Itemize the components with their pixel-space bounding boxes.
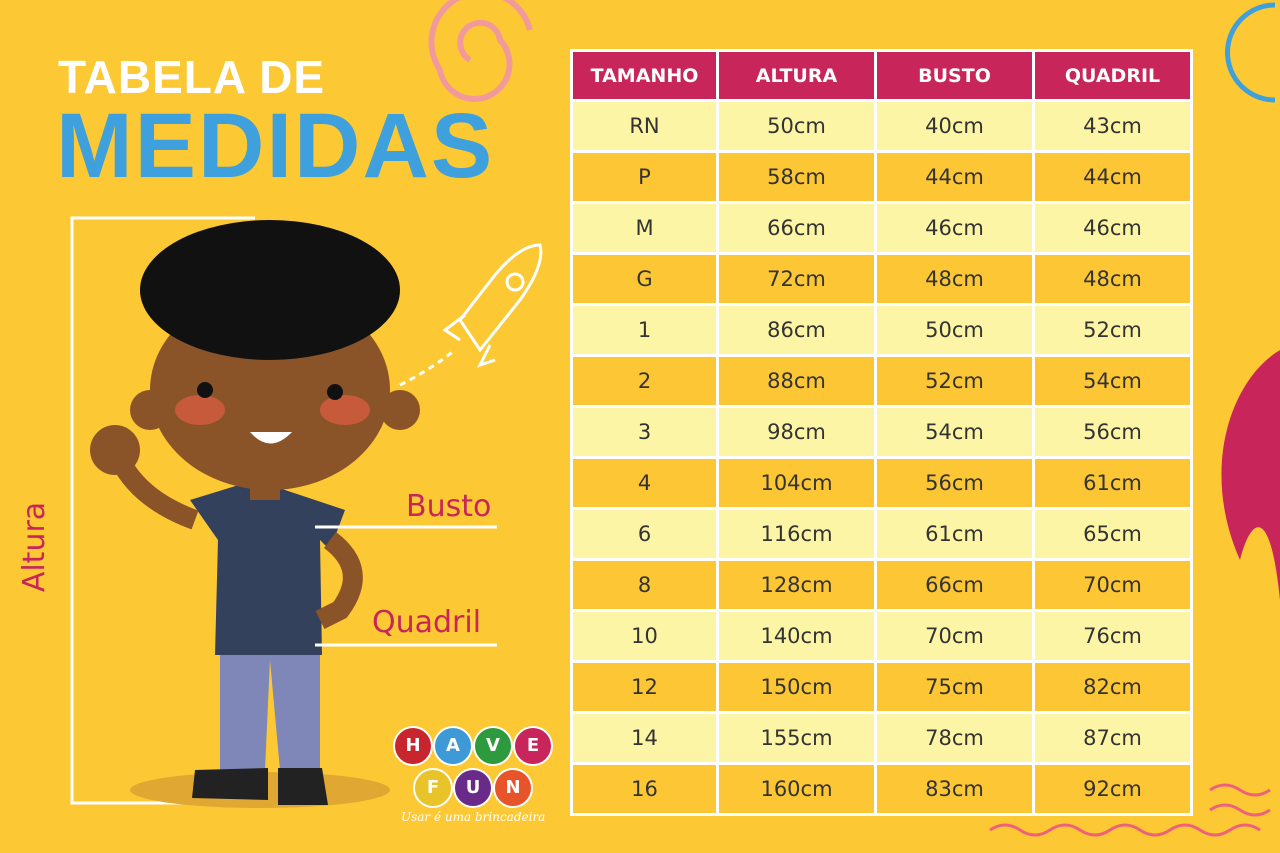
- table-cell: 16: [573, 765, 716, 813]
- table-cell: 82cm: [1035, 663, 1190, 711]
- table-row: 4 104cm 56cm 61cm: [573, 459, 1190, 507]
- table-cell: 44cm: [1035, 153, 1190, 201]
- table-cell: 3: [573, 408, 716, 456]
- height-bracket: [70, 216, 255, 805]
- table-cell: P: [573, 153, 716, 201]
- logo-letter: N: [493, 768, 533, 808]
- column-header: BUSTO: [877, 52, 1032, 99]
- table-row: 8 128cm 66cm 70cm: [573, 561, 1190, 609]
- table-cell: 14: [573, 714, 716, 762]
- bust-label: Busto: [406, 489, 492, 524]
- logo-tagline: Usar é uma brincadeira: [401, 810, 546, 824]
- title-line2: MEDIDAS: [56, 95, 495, 197]
- table-cell: 160cm: [719, 765, 874, 813]
- table-row: RN 50cm 40cm 43cm: [573, 102, 1190, 150]
- table-cell: 92cm: [1035, 765, 1190, 813]
- table-row: P 58cm 44cm 44cm: [573, 153, 1190, 201]
- table-cell: 116cm: [719, 510, 874, 558]
- size-table: TAMANHO ALTURA BUSTO QUADRIL RN 50cm 40cm 43cm…: [570, 49, 1193, 816]
- table-cell: 2: [573, 357, 716, 405]
- table-cell: 43cm: [1035, 102, 1190, 150]
- table-cell: 46cm: [877, 204, 1032, 252]
- table-cell: 104cm: [719, 459, 874, 507]
- table-cell: 83cm: [877, 765, 1032, 813]
- swirl-blue-decoration: [1225, 2, 1276, 103]
- column-header: TAMANHO: [573, 52, 716, 99]
- logo-letter: F: [413, 768, 453, 808]
- table-cell: 50cm: [877, 306, 1032, 354]
- table-cell: 12: [573, 663, 716, 711]
- table-cell: 155cm: [719, 714, 874, 762]
- table-row: 16 160cm 83cm 92cm: [573, 765, 1190, 813]
- table-row: 6 116cm 61cm 65cm: [573, 510, 1190, 558]
- table-cell: 50cm: [719, 102, 874, 150]
- table-cell: 46cm: [1035, 204, 1190, 252]
- table-cell: 56cm: [1035, 408, 1190, 456]
- title-line1: TABELA DE: [58, 51, 326, 103]
- table-cell: 52cm: [877, 357, 1032, 405]
- table-row: 10 140cm 70cm 76cm: [573, 612, 1190, 660]
- logo-letter: U: [453, 768, 493, 808]
- table-cell: 66cm: [719, 204, 874, 252]
- table-cell: M: [573, 204, 716, 252]
- table-cell: 140cm: [719, 612, 874, 660]
- table-cell: G: [573, 255, 716, 303]
- wave-decoration: [989, 783, 1271, 837]
- hip-label: Quadril: [372, 605, 482, 640]
- table-cell: 54cm: [1035, 357, 1190, 405]
- table-cell: 48cm: [877, 255, 1032, 303]
- logo-letter: A: [433, 726, 473, 766]
- boy-illustration: [90, 220, 420, 808]
- table-cell: 56cm: [877, 459, 1032, 507]
- table-cell: 58cm: [719, 153, 874, 201]
- table-cell: 65cm: [1035, 510, 1190, 558]
- table-cell: 70cm: [877, 612, 1032, 660]
- table-cell: 88cm: [719, 357, 874, 405]
- table-cell: 48cm: [1035, 255, 1190, 303]
- table-cell: 54cm: [877, 408, 1032, 456]
- table-cell: 98cm: [719, 408, 874, 456]
- leaf-decoration: [1221, 350, 1280, 600]
- table-row: 2 88cm 52cm 54cm: [573, 357, 1190, 405]
- table-cell: 52cm: [1035, 306, 1190, 354]
- table-cell: 4: [573, 459, 716, 507]
- table-row: G 72cm 48cm 48cm: [573, 255, 1190, 303]
- swirl-decoration: [428, 0, 533, 102]
- table-cell: 70cm: [1035, 561, 1190, 609]
- table-row: 14 155cm 78cm 87cm: [573, 714, 1190, 762]
- table-cell: 78cm: [877, 714, 1032, 762]
- table-cell: 76cm: [1035, 612, 1190, 660]
- height-label: Altura: [17, 501, 53, 593]
- table-row: 1 86cm 50cm 52cm: [573, 306, 1190, 354]
- table-cell: 8: [573, 561, 716, 609]
- rocket-icon: [399, 243, 543, 387]
- table-cell: 75cm: [877, 663, 1032, 711]
- table-row: M 66cm 46cm 46cm: [573, 204, 1190, 252]
- table-cell: RN: [573, 102, 716, 150]
- table-cell: 1: [573, 306, 716, 354]
- table-cell: 10: [573, 612, 716, 660]
- table-cell: 66cm: [877, 561, 1032, 609]
- table-cell: 61cm: [1035, 459, 1190, 507]
- table-cell: 6: [573, 510, 716, 558]
- table-cell: 40cm: [877, 102, 1032, 150]
- table-cell: 150cm: [719, 663, 874, 711]
- table-cell: 72cm: [719, 255, 874, 303]
- table-cell: 86cm: [719, 306, 874, 354]
- table-row: 3 98cm 54cm 56cm: [573, 408, 1190, 456]
- column-header: QUADRIL: [1035, 52, 1190, 99]
- table-cell: 44cm: [877, 153, 1032, 201]
- table-cell: 128cm: [719, 561, 874, 609]
- column-header: ALTURA: [719, 52, 874, 99]
- logo-letter: H: [393, 726, 433, 766]
- table-cell: 61cm: [877, 510, 1032, 558]
- logo-letter: V: [473, 726, 513, 766]
- logo-letter: E: [513, 726, 553, 766]
- table-cell: 87cm: [1035, 714, 1190, 762]
- table-row: 12 150cm 75cm 82cm: [573, 663, 1190, 711]
